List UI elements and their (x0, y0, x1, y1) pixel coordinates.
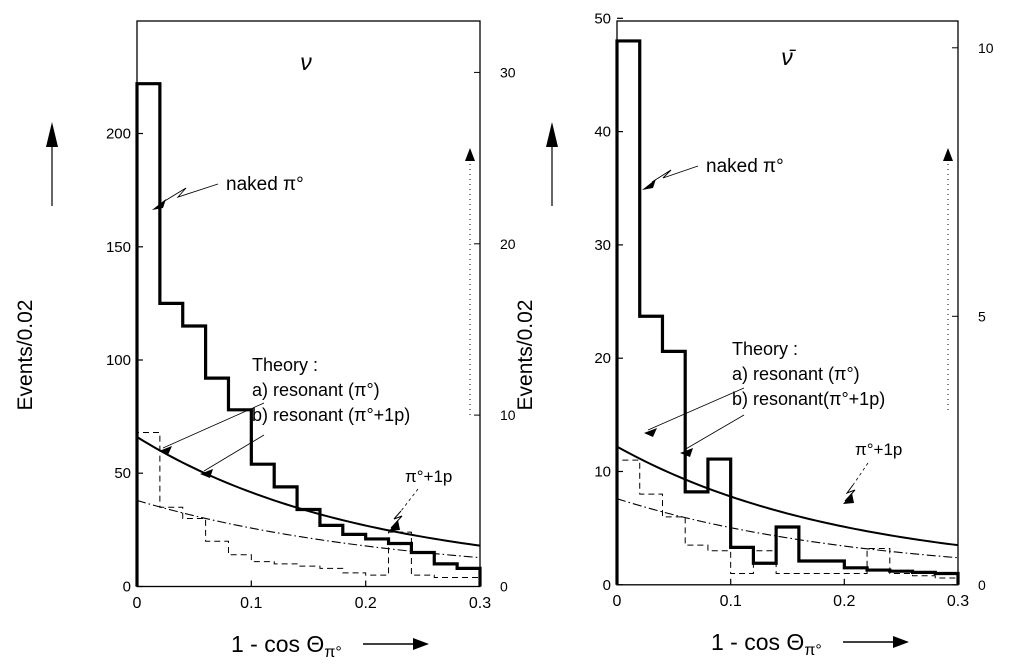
svg-text:b) resonant(π°+1p): b) resonant(π°+1p) (732, 389, 885, 409)
svg-text:π°+1p: π°+1p (405, 467, 452, 486)
svg-text:Events/0.02: Events/0.02 (14, 300, 37, 411)
svg-text:0.2: 0.2 (833, 593, 855, 610)
svg-text:200: 200 (106, 126, 131, 143)
svg-text:40: 40 (594, 124, 611, 141)
svg-text:π°+1p: π°+1p (855, 440, 902, 459)
svg-text:10: 10 (594, 464, 611, 481)
svg-text:Theory :: Theory : (732, 339, 798, 359)
svg-text:5: 5 (978, 308, 986, 324)
svg-text:a) resonant (π°): a) resonant (π°) (732, 364, 860, 384)
svg-text:Events/0.02: Events/0.02 (514, 300, 537, 411)
svg-text:0.1: 0.1 (720, 593, 742, 610)
svg-text:30: 30 (594, 237, 611, 254)
svg-text:0: 0 (603, 577, 611, 594)
svg-text:0: 0 (978, 577, 986, 593)
svg-text:10: 10 (978, 40, 994, 56)
svg-text:ν: ν (300, 49, 312, 75)
svg-text:0: 0 (500, 579, 508, 595)
svg-text:150: 150 (106, 239, 131, 256)
svg-text:0.2: 0.2 (355, 595, 377, 612)
svg-text:naked π°: naked π° (706, 156, 784, 177)
svg-text:20: 20 (594, 350, 611, 367)
svg-text:0: 0 (123, 579, 131, 596)
svg-text:20: 20 (500, 236, 516, 252)
svg-text:naked π°: naked π° (226, 174, 304, 195)
svg-text:0.3: 0.3 (947, 593, 969, 610)
svg-text:0.3: 0.3 (469, 595, 491, 612)
svg-text:50: 50 (594, 10, 611, 27)
svg-text:0: 0 (133, 595, 142, 612)
svg-text:b) resonant (π°+1p): b) resonant (π°+1p) (252, 405, 410, 425)
svg-text:Theory :: Theory : (252, 355, 318, 375)
svg-text:100: 100 (106, 352, 131, 369)
svg-text:50: 50 (114, 465, 131, 482)
svg-text:0.1: 0.1 (240, 595, 262, 612)
svg-text:30: 30 (500, 64, 516, 80)
svg-text:a) resonant (π°): a) resonant (π°) (252, 380, 380, 400)
svg-text:0: 0 (613, 593, 622, 610)
